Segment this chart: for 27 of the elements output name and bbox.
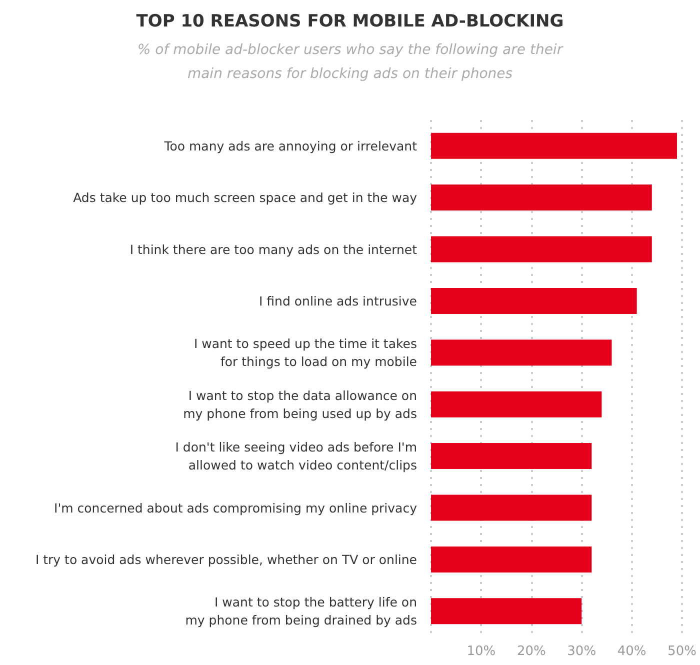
y-tick-label: I don't like seeing video ads before I'm allowed to watch video content/clips xyxy=(175,440,417,473)
bar xyxy=(431,598,582,624)
x-tick-label: 30% xyxy=(567,644,596,659)
bar xyxy=(431,443,592,470)
chart-title: TOP 10 REASONS FOR MOBILE AD-BLOCKING xyxy=(136,12,564,32)
bar xyxy=(431,236,652,262)
x-tick-label: 40% xyxy=(617,644,646,659)
y-tick-label: I think there are too many ads on the internet xyxy=(130,242,418,257)
bar xyxy=(431,546,592,572)
y-tick-label: I want to speed up the time it takes for things to load on my mobile xyxy=(194,336,418,370)
bar xyxy=(431,184,652,211)
x-tick-label: 20% xyxy=(516,644,546,659)
chart-subtitle: % of mobile ad-blocker users who say the following are their main reasons for blocking ads on their phones xyxy=(137,42,564,82)
bar xyxy=(431,494,592,521)
bar xyxy=(431,288,637,314)
y-tick-label: Too many ads are annoying or irrelevant xyxy=(163,138,418,154)
y-tick-label: I try to avoid ads wherever possible, whether on TV or online xyxy=(35,552,418,567)
y-tick-label: I find online ads intrusive xyxy=(259,293,418,308)
bar xyxy=(431,340,612,366)
y-tick-label: I'm concerned about ads compromising my online privacy xyxy=(54,500,418,516)
x-tick-label: 50% xyxy=(668,644,696,659)
y-tick-label: Ads take up too much screen space and get in the way xyxy=(73,190,418,206)
y-tick-label: I want to stop the data allowance on my phone from being used up by ads xyxy=(183,388,417,421)
bar xyxy=(431,132,677,159)
bar xyxy=(431,391,602,418)
y-tick-label: I want to stop the battery life on my phone from being drained by ads xyxy=(185,594,417,628)
x-tick-label: 10% xyxy=(466,644,496,659)
